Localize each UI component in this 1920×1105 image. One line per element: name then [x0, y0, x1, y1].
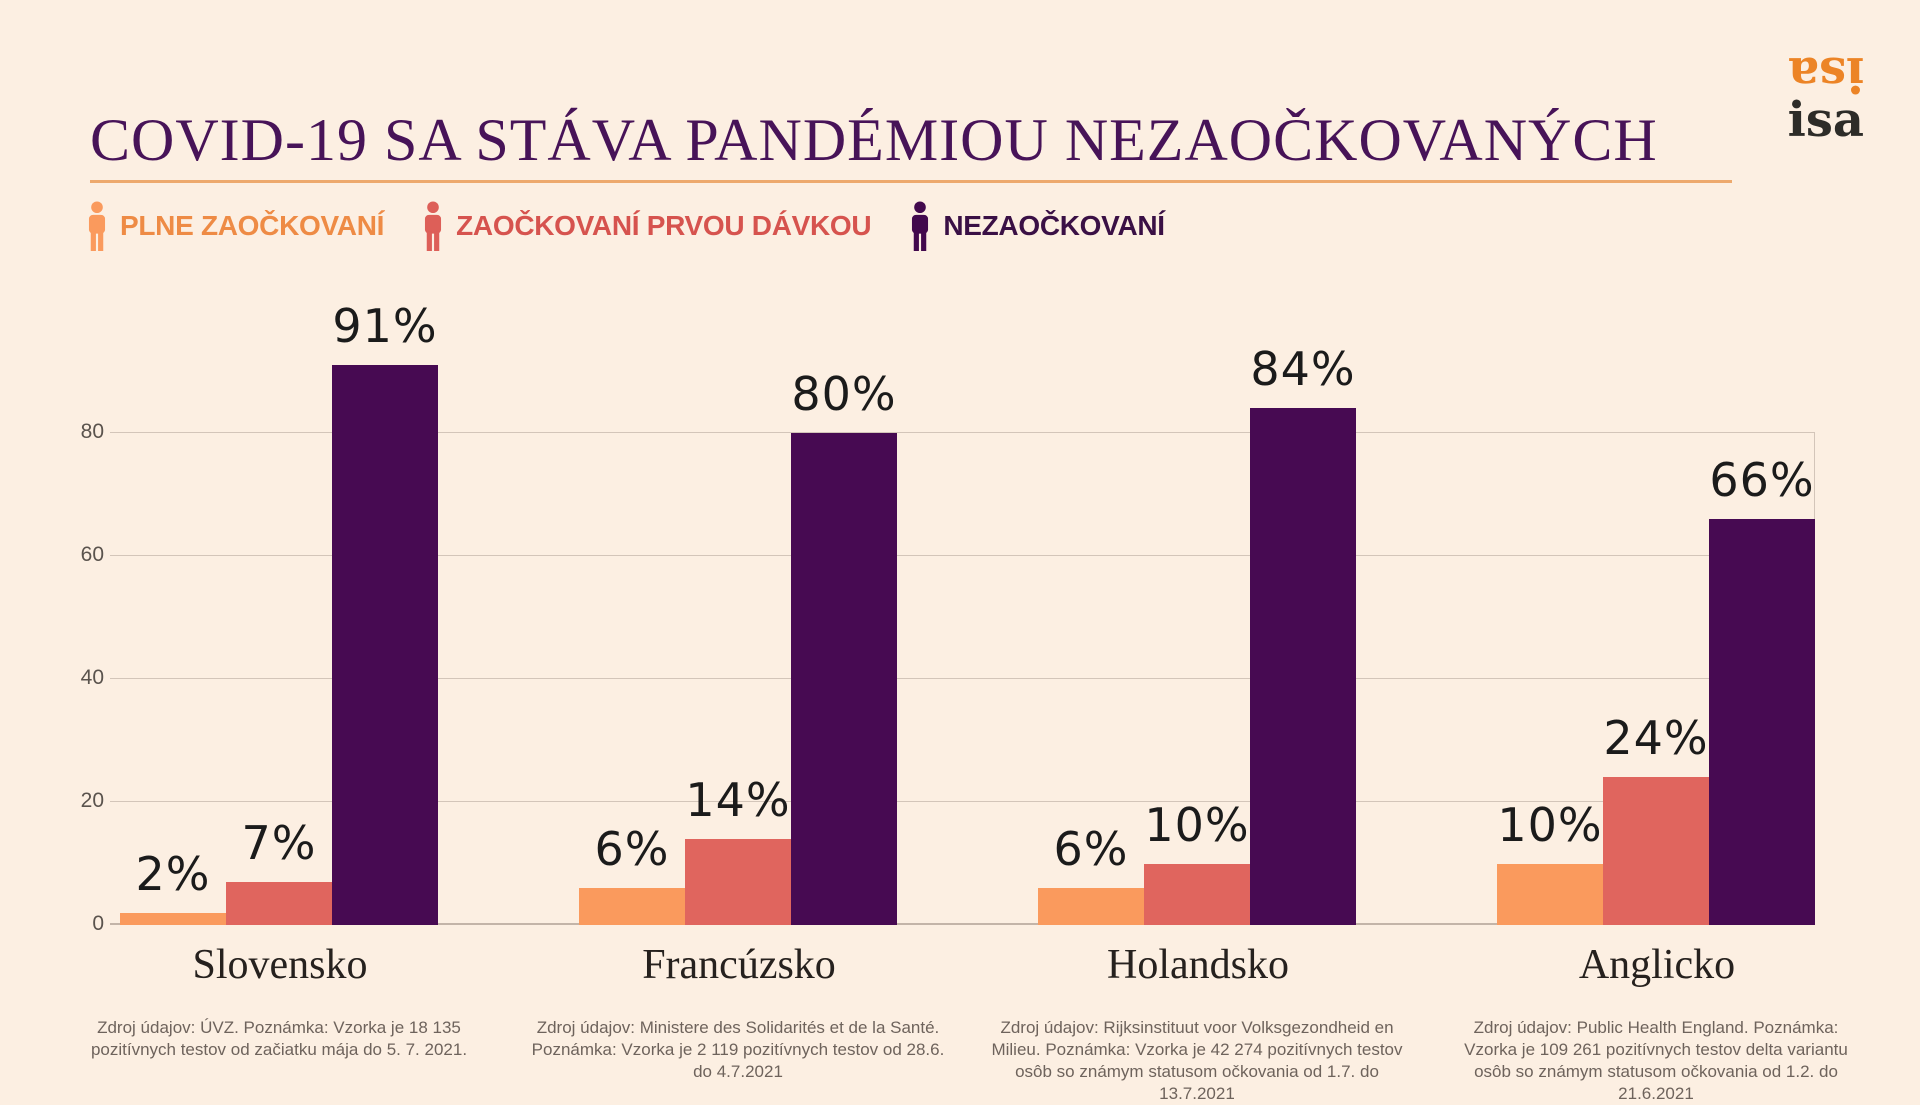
bar-value-label: 6%: [594, 822, 670, 877]
y-tick-label: 60: [80, 543, 104, 566]
bar: [120, 912, 226, 925]
category-label: Holandsko: [1107, 942, 1289, 988]
person-icon: [912, 201, 929, 251]
bar-value-label: 91%: [332, 299, 438, 354]
legend-item-unvaccinated: NEZAOČKOVANÍ: [909, 201, 1165, 251]
person-icon: [88, 201, 106, 251]
brand-logo-text: isa: [1787, 92, 1864, 149]
category-label: Slovensko: [192, 942, 368, 988]
footnote: Zdroj údajov: Public Health England. Poz…: [1464, 1018, 1848, 1104]
bar-value-label: 66%: [1709, 453, 1815, 508]
page-title: COVID-19 SA STÁVA PANDÉMIOU NEZAOČKOVANÝ…: [90, 107, 1658, 174]
bar: [685, 838, 791, 925]
chart-legend: PLNE ZAOČKOVANÍ ZAOČKOVANÍ PRVOU DÁVKOU …: [86, 200, 1203, 252]
legend-item-first-dose: ZAOČKOVANÍ PRVOU DÁVKOU: [422, 201, 872, 251]
bar: [791, 433, 897, 925]
bar-value-label: 80%: [791, 367, 897, 421]
plot-baseline: [110, 923, 1815, 925]
category-label: Francúzsko: [642, 942, 836, 988]
footnote: Zdroj údajov: ÚVZ. Poznámka: Vzorka je 1…: [90, 1018, 468, 1060]
title-underline: [90, 180, 1732, 183]
gridline: [110, 801, 1815, 802]
legend-label: NEZAOČKOVANÍ: [943, 210, 1165, 241]
bar-value-label: 2%: [135, 846, 211, 901]
y-tick-label: 80: [80, 420, 104, 443]
brand-logo: isa isa: [1787, 46, 1864, 149]
bar: [1709, 519, 1815, 925]
footnote: Zdroj údajov: Rijksinstituut voor Volksg…: [991, 1018, 1403, 1104]
bar: [226, 881, 332, 925]
bar-value-label: 10%: [1497, 797, 1603, 852]
infographic-page: { "page": { "background": "#FCEFE2" }, "…: [80, 46, 1864, 1104]
bar: [579, 888, 685, 925]
bar: [1603, 777, 1709, 925]
y-tick-label: 40: [80, 666, 104, 689]
bar-value-label: 10%: [1144, 797, 1250, 852]
bar-value-label: 84%: [1250, 342, 1356, 397]
gridline: [110, 555, 1815, 556]
y-tick-label: 20: [80, 789, 104, 812]
category-label: Anglicko: [1578, 942, 1736, 988]
brand-logo-mirrored-text: isa: [1787, 46, 1864, 103]
bar-value-label: 7%: [241, 815, 317, 870]
legend-label: ZAOČKOVANÍ PRVOU DÁVKOU: [456, 210, 872, 241]
gridline: [110, 432, 1815, 433]
footnote: Zdroj údajov: Ministere des Solidarités …: [531, 1018, 945, 1082]
bar-value-label: 14%: [685, 772, 791, 827]
bar-chart: 0 20 40 60 80 2% 7% 91% Slovensko Zdroj údajov: Ú…: [81, 299, 1848, 1103]
bar: [1250, 408, 1356, 925]
y-tick-label: 0: [92, 912, 104, 935]
bar: [1038, 888, 1144, 925]
bar: [332, 365, 438, 925]
bar: [1497, 863, 1603, 925]
bar-value-label: 6%: [1053, 822, 1129, 877]
bar: [1144, 863, 1250, 925]
legend-label: PLNE ZAOČKOVANÍ: [120, 210, 385, 241]
person-icon: [425, 201, 442, 251]
bar-value-label: 24%: [1603, 711, 1709, 766]
legend-item-fully-vaccinated: PLNE ZAOČKOVANÍ: [86, 201, 384, 251]
gridline: [110, 678, 1815, 679]
